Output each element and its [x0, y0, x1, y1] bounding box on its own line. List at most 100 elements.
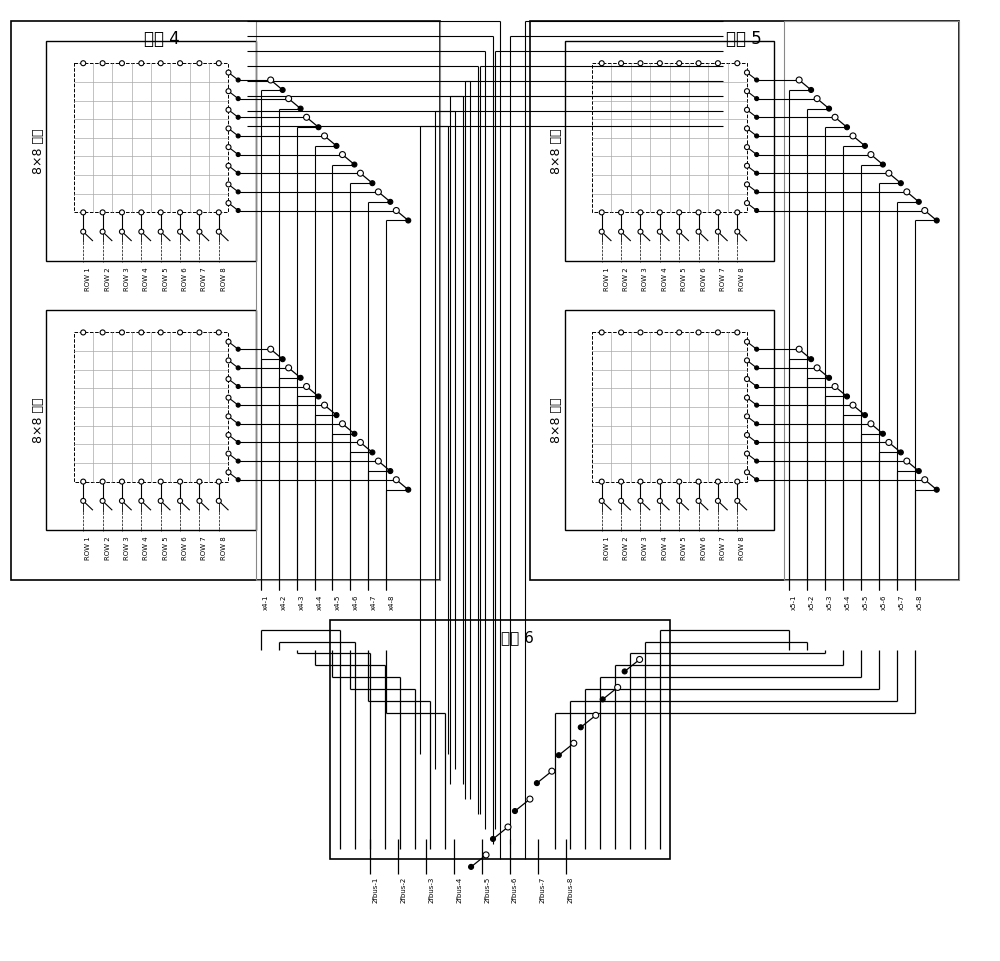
- Circle shape: [850, 133, 856, 139]
- Circle shape: [622, 669, 627, 674]
- Circle shape: [100, 61, 105, 65]
- Circle shape: [139, 499, 144, 504]
- Circle shape: [696, 209, 701, 215]
- Circle shape: [100, 209, 105, 215]
- Circle shape: [862, 412, 867, 418]
- Circle shape: [81, 209, 86, 215]
- Text: 2fbus-7: 2fbus-7: [540, 876, 546, 903]
- Circle shape: [236, 347, 240, 351]
- Circle shape: [744, 339, 749, 344]
- Bar: [592, 333, 747, 481]
- Circle shape: [286, 96, 292, 102]
- Text: ROW 2: ROW 2: [623, 267, 629, 291]
- Text: x4-7: x4-7: [370, 595, 376, 610]
- Circle shape: [845, 394, 849, 399]
- Text: 2fbus-4: 2fbus-4: [456, 876, 462, 903]
- Circle shape: [322, 133, 328, 139]
- Circle shape: [370, 450, 375, 455]
- Circle shape: [744, 126, 749, 131]
- Circle shape: [814, 365, 820, 371]
- Circle shape: [677, 61, 682, 65]
- Circle shape: [744, 432, 749, 437]
- Circle shape: [898, 181, 903, 185]
- Text: x4-4: x4-4: [317, 595, 323, 610]
- Circle shape: [657, 480, 662, 484]
- Circle shape: [216, 330, 221, 335]
- Circle shape: [375, 189, 381, 195]
- Text: 8×8 矩阵: 8×8 矩阵: [550, 398, 563, 443]
- Circle shape: [735, 499, 740, 504]
- Bar: [565, 310, 774, 530]
- Circle shape: [880, 431, 885, 436]
- Text: 电路 5: 电路 5: [726, 31, 762, 48]
- Circle shape: [100, 229, 105, 234]
- Circle shape: [796, 346, 802, 352]
- Circle shape: [619, 61, 624, 65]
- Circle shape: [375, 458, 381, 464]
- Bar: [784, 21, 959, 579]
- Text: ROW 6: ROW 6: [182, 536, 188, 560]
- Circle shape: [226, 339, 231, 344]
- Circle shape: [236, 153, 240, 157]
- Circle shape: [268, 77, 274, 83]
- Circle shape: [827, 106, 832, 111]
- Circle shape: [236, 190, 240, 194]
- Circle shape: [119, 330, 124, 335]
- Circle shape: [593, 712, 599, 718]
- Circle shape: [158, 330, 163, 335]
- Circle shape: [406, 487, 411, 492]
- Circle shape: [755, 190, 759, 194]
- Circle shape: [599, 480, 604, 484]
- Circle shape: [236, 384, 240, 388]
- Circle shape: [868, 152, 874, 158]
- Circle shape: [226, 451, 231, 456]
- Bar: [46, 41, 256, 260]
- Bar: [74, 333, 228, 481]
- Circle shape: [393, 477, 399, 482]
- Circle shape: [226, 470, 231, 475]
- Circle shape: [657, 229, 662, 234]
- Circle shape: [744, 451, 749, 456]
- Circle shape: [922, 208, 928, 213]
- Circle shape: [619, 209, 624, 215]
- Text: ROW 7: ROW 7: [720, 536, 726, 560]
- Text: ROW 7: ROW 7: [201, 267, 207, 291]
- Circle shape: [735, 480, 740, 484]
- Circle shape: [119, 61, 124, 65]
- Text: 2fbus-2: 2fbus-2: [400, 876, 406, 903]
- Circle shape: [619, 330, 624, 335]
- Circle shape: [158, 209, 163, 215]
- Circle shape: [119, 499, 124, 504]
- Text: ROW 2: ROW 2: [105, 267, 111, 291]
- Circle shape: [226, 108, 231, 112]
- Circle shape: [599, 61, 604, 65]
- Circle shape: [744, 377, 749, 382]
- Circle shape: [226, 70, 231, 75]
- Text: ROW 8: ROW 8: [221, 536, 227, 560]
- Circle shape: [934, 218, 939, 223]
- Text: ROW 4: ROW 4: [143, 536, 149, 560]
- Circle shape: [571, 740, 577, 747]
- Circle shape: [216, 61, 221, 65]
- Text: 2fbus-1: 2fbus-1: [372, 876, 378, 903]
- Circle shape: [178, 499, 183, 504]
- Text: x5-5: x5-5: [863, 595, 869, 610]
- Circle shape: [677, 499, 682, 504]
- Circle shape: [357, 170, 363, 176]
- Circle shape: [352, 162, 357, 167]
- Circle shape: [677, 209, 682, 215]
- Text: ROW 1: ROW 1: [604, 267, 610, 291]
- Circle shape: [178, 330, 183, 335]
- Circle shape: [715, 229, 720, 234]
- Text: x5-6: x5-6: [881, 595, 887, 610]
- Circle shape: [755, 404, 759, 407]
- Text: x4-8: x4-8: [388, 595, 394, 610]
- Text: ROW 5: ROW 5: [163, 536, 169, 560]
- Circle shape: [715, 209, 720, 215]
- Circle shape: [236, 115, 240, 119]
- Circle shape: [178, 209, 183, 215]
- Text: 电路 4: 电路 4: [144, 31, 179, 48]
- Circle shape: [744, 108, 749, 112]
- Circle shape: [119, 229, 124, 234]
- Circle shape: [197, 499, 202, 504]
